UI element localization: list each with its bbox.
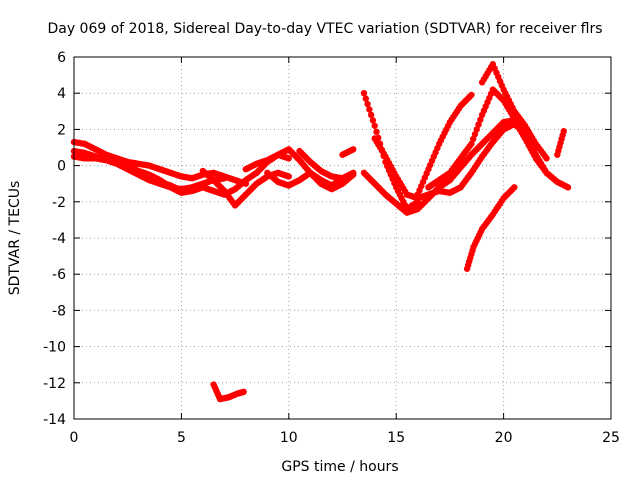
- data-point: [350, 169, 357, 177]
- data-point: [285, 173, 292, 180]
- y-tick-label: -4: [52, 231, 66, 247]
- data-point: [543, 155, 550, 162]
- data-series: [199, 167, 292, 209]
- y-tick-label: 4: [57, 86, 66, 102]
- data-point: [475, 121, 482, 128]
- x-tick-label: 20: [495, 430, 513, 446]
- data-series: [242, 146, 357, 193]
- x-tick-label: 25: [602, 430, 620, 446]
- data-point: [473, 126, 480, 133]
- x-tick-label: 5: [177, 430, 186, 446]
- y-tick-label: 0: [57, 159, 66, 175]
- data-point: [471, 131, 479, 138]
- plot-frame: [73, 56, 612, 420]
- data-point: [360, 90, 368, 97]
- data-point: [373, 128, 380, 136]
- y-tick-label: -14: [43, 412, 66, 428]
- y-tick-label: -12: [43, 376, 66, 392]
- axis-ticks: 0 5 10 15 20 25 -14 -12 -10 -8 -6 -4 -2 0 2 4 6: [43, 50, 620, 446]
- data-point: [366, 106, 373, 113]
- x-tick-label: 0: [70, 430, 79, 446]
- y-tick-label: -10: [43, 340, 66, 356]
- data-point: [221, 175, 228, 182]
- chart-title: Day 069 of 2018, Sidereal Day-to-day VTE…: [47, 21, 602, 37]
- data-point: [543, 169, 550, 177]
- data-point: [369, 117, 377, 124]
- data-point: [285, 155, 292, 162]
- x-tick-label: 15: [387, 430, 405, 446]
- y-tick-label: -2: [52, 195, 66, 211]
- data-point: [371, 122, 378, 129]
- x-tick-label: 10: [280, 430, 298, 446]
- y-tick-label: 2: [57, 122, 66, 138]
- data-point: [560, 128, 567, 135]
- data-point: [350, 146, 357, 153]
- data-series: [296, 147, 346, 182]
- data-point: [511, 184, 518, 191]
- y-tick-label: 6: [57, 50, 66, 66]
- data-series: [554, 128, 567, 158]
- y-axis-label: SDTVAR / TECUs: [7, 181, 23, 296]
- data-series: [371, 120, 529, 202]
- data-point: [477, 116, 484, 123]
- data-point: [339, 175, 346, 182]
- data-series: [360, 117, 572, 216]
- data-points: [70, 61, 572, 403]
- y-tick-label: -6: [52, 267, 66, 283]
- data-point: [564, 184, 572, 191]
- data-series: [210, 381, 247, 403]
- data-point: [468, 140, 475, 148]
- data-point: [468, 91, 475, 99]
- data-series: [339, 146, 357, 158]
- data-point: [362, 95, 369, 102]
- data-series: [478, 61, 550, 162]
- data-series: [463, 184, 518, 272]
- y-tick-label: -8: [52, 303, 66, 319]
- data-point: [469, 135, 477, 143]
- data-point: [367, 111, 375, 119]
- grid-lines: [74, 57, 611, 419]
- data-point: [364, 100, 371, 108]
- data-series: [414, 91, 475, 198]
- data-point: [240, 388, 247, 396]
- x-axis-label: GPS time / hours: [281, 459, 398, 475]
